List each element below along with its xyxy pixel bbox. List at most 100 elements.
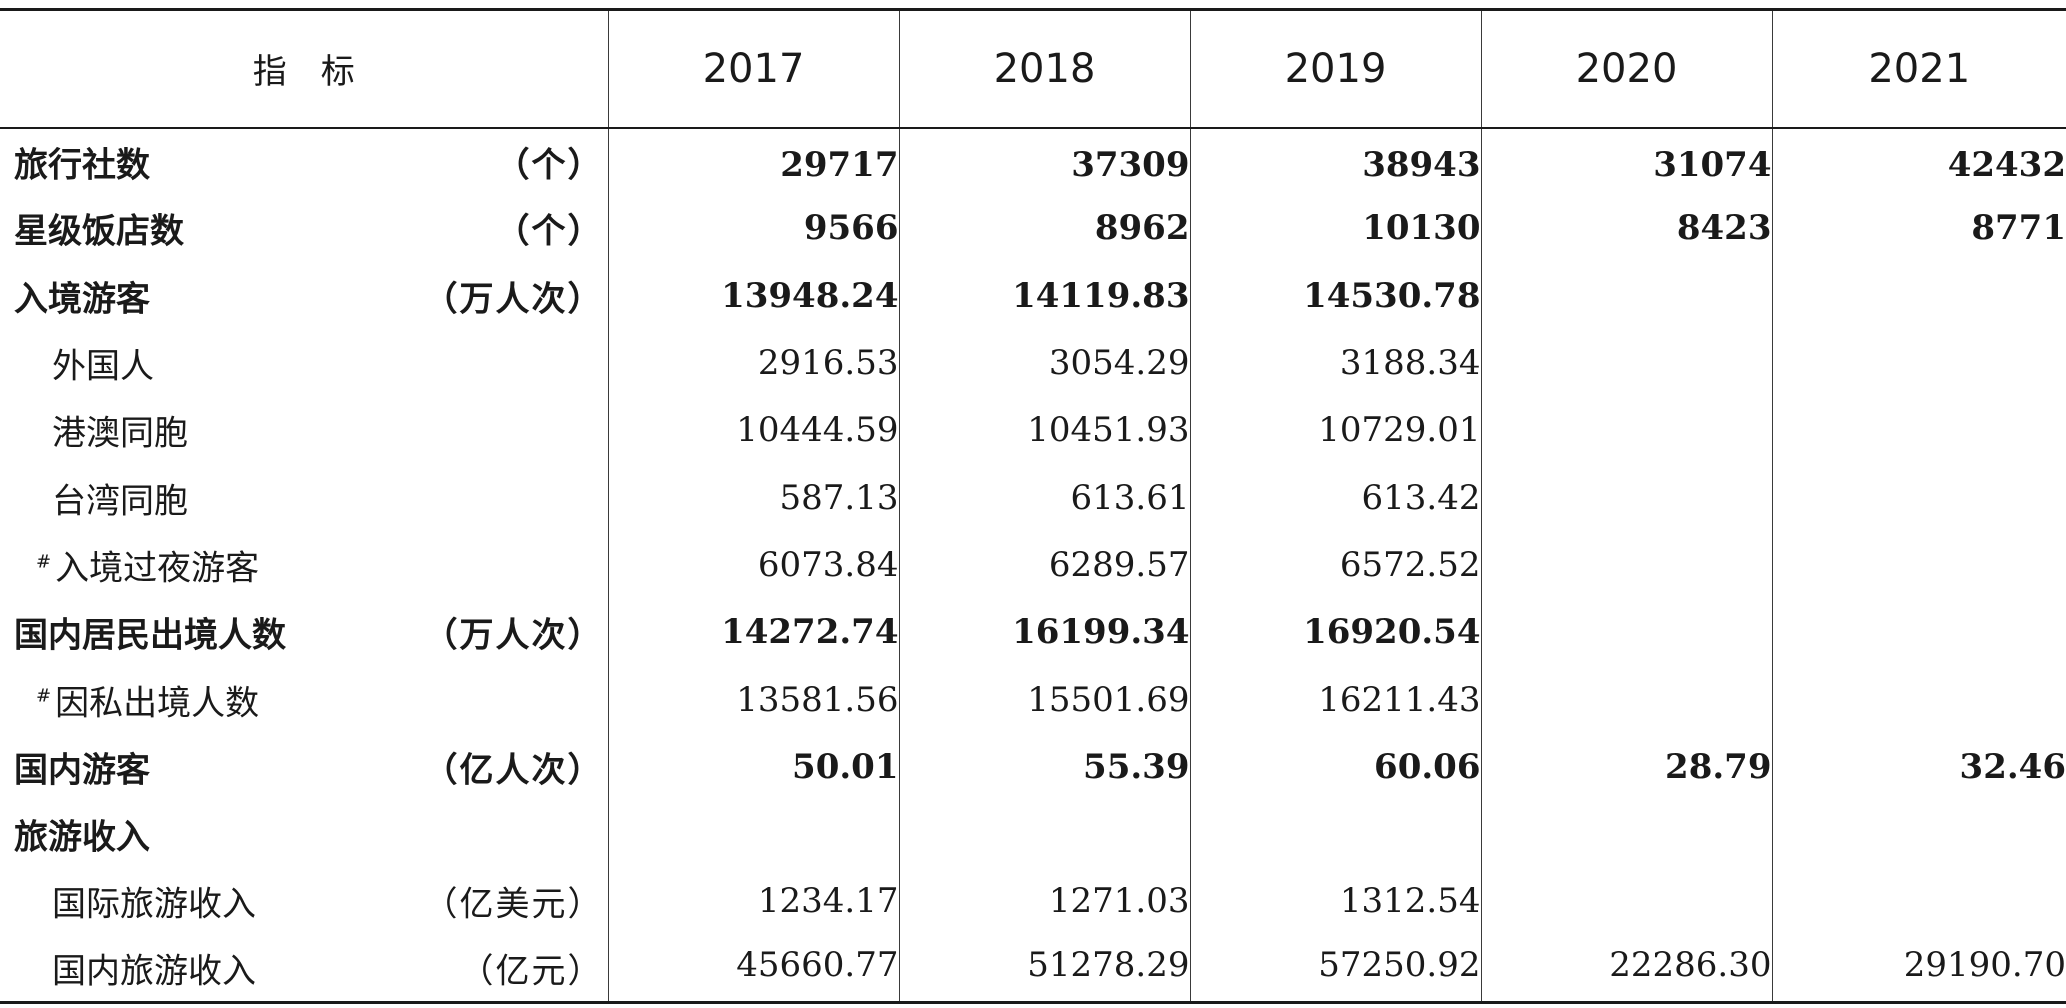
value-cell-2020 — [1480, 598, 1772, 666]
value-cell-2018: 14119.83 — [898, 262, 1190, 330]
value-cell-2021 — [1771, 329, 2066, 397]
header-year-2021: 2021 — [1771, 8, 2066, 129]
indicator-name-wrap: 港澳同胞 — [52, 406, 188, 455]
value-cell-2017: 1234.17 — [607, 867, 899, 936]
table-row: 旅游收入 — [0, 800, 2066, 868]
indicator-name-wrap: 国际旅游收入 — [52, 877, 256, 926]
value-cell-2017 — [607, 800, 899, 868]
header-year-2020: 2020 — [1480, 8, 1772, 129]
value-cell-2020 — [1480, 262, 1772, 330]
value-cell-2018: 3054.29 — [898, 329, 1190, 397]
indicator-name: 外国人 — [52, 346, 154, 387]
table-row: 入境游客 （万人次） 13948.24 14119.83 14530.78 — [0, 262, 2066, 330]
table-row: 外国人 2916.53 3054.29 3188.34 — [0, 329, 2066, 397]
subset-mark: # — [36, 685, 52, 707]
value-cell-2018: 15501.69 — [898, 665, 1190, 734]
table-row: 星级饭店数 （个） 9566 8962 10130 8423 8771 — [0, 194, 2066, 263]
table-row: # 入境过夜游客 6073.84 6289.57 6572.52 — [0, 531, 2066, 599]
indicator-name-wrap: # 入境过夜游客 — [36, 540, 259, 589]
value-cell-2018: 51278.29 — [898, 935, 1190, 1004]
value-cell-2018: 10451.93 — [898, 396, 1190, 464]
value-cell-2020: 28.79 — [1480, 733, 1772, 801]
value-cell-2019: 10130 — [1189, 194, 1481, 263]
table-body: 旅行社数 （个） 29717 37309 38943 31074 42432 星级饭店数 （个）… — [0, 127, 2066, 1004]
value-cell-2017: 14272.74 — [607, 598, 899, 666]
table-row: 国内旅游收入 （亿元） 45660.77 51278.29 57250.92 22286.… — [0, 935, 2066, 1004]
value-cell-2020 — [1480, 531, 1772, 599]
header-year-2017: 2017 — [607, 8, 899, 129]
indicator-cell: 国际旅游收入 （亿美元） — [0, 868, 608, 935]
value-cell-2019: 10729.01 — [1189, 396, 1481, 464]
value-cell-2021: 32.46 — [1771, 733, 2066, 801]
table-row: 港澳同胞 10444.59 10451.93 10729.01 — [0, 396, 2066, 464]
value-cell-2021 — [1771, 800, 2066, 868]
indicator-cell: 国内旅游收入 （亿元） — [0, 935, 608, 1004]
indicator-cell: 旅游收入 — [0, 800, 608, 867]
value-cell-2020: 31074 — [1480, 127, 1772, 195]
value-cell-2017: 9566 — [607, 194, 899, 263]
value-cell-2020: 22286.30 — [1480, 935, 1772, 1004]
value-cell-2018: 6289.57 — [898, 531, 1190, 599]
table-row: 国内游客 （亿人次） 50.01 55.39 60.06 28.79 32.46 — [0, 733, 2066, 801]
value-cell-2020 — [1480, 800, 1772, 868]
value-cell-2017: 50.01 — [607, 733, 899, 801]
indicator-unit: （个） — [495, 211, 604, 252]
value-cell-2017: 6073.84 — [607, 531, 899, 599]
indicator-name: 国际旅游收入 — [52, 884, 256, 925]
indicator-name-wrap: 外国人 — [52, 339, 154, 388]
subset-mark: # — [36, 551, 52, 573]
value-cell-2017: 29717 — [607, 127, 899, 195]
value-cell-2021 — [1771, 665, 2066, 734]
indicator-name: 港澳同胞 — [52, 413, 188, 454]
value-cell-2017: 2916.53 — [607, 329, 899, 397]
value-cell-2018: 37309 — [898, 127, 1190, 195]
tourism-statistics-table: 指标 2017 2018 2019 2020 2021 旅行社数 （个） 29717… — [0, 8, 2066, 1004]
value-cell-2018: 55.39 — [898, 733, 1190, 801]
value-cell-2017: 13581.56 — [607, 665, 899, 734]
value-cell-2021: 29190.70 — [1771, 935, 2066, 1004]
value-cell-2019: 3188.34 — [1189, 329, 1481, 397]
value-cell-2021 — [1771, 867, 2066, 936]
indicator-name: 台湾同胞 — [52, 481, 188, 522]
value-cell-2019: 613.42 — [1189, 463, 1481, 532]
value-cell-2018: 613.61 — [898, 463, 1190, 532]
indicator-name: 旅游收入 — [14, 817, 150, 858]
indicator-name-wrap: 入境游客 — [14, 271, 150, 320]
value-cell-2019 — [1189, 800, 1481, 868]
indicator-unit: （万人次） — [423, 279, 604, 320]
indicator-unit: （个） — [495, 145, 604, 186]
indicator-name: 国内游客 — [14, 750, 150, 791]
value-cell-2019: 57250.92 — [1189, 935, 1481, 1004]
value-cell-2019: 14530.78 — [1189, 262, 1481, 330]
header-year-2019: 2019 — [1189, 8, 1481, 129]
indicator-cell: 港澳同胞 — [0, 397, 608, 464]
indicator-cell: 国内居民出境人数 （万人次） — [0, 599, 608, 666]
value-cell-2018 — [898, 800, 1190, 868]
indicator-name: 国内旅游收入 — [52, 951, 256, 992]
value-cell-2018: 1271.03 — [898, 867, 1190, 936]
value-cell-2021: 8771 — [1771, 194, 2066, 263]
indicator-cell: # 入境过夜游客 — [0, 531, 608, 598]
indicator-unit: （万人次） — [423, 615, 604, 656]
indicator-name-wrap: 星级饭店数 — [14, 204, 184, 253]
indicator-cell: # 因私出境人数 — [0, 666, 608, 733]
indicator-name: 入境游客 — [14, 279, 150, 320]
indicator-name: 星级饭店数 — [14, 211, 184, 252]
table-row: # 因私出境人数 13581.56 15501.69 16211.43 — [0, 665, 2066, 734]
value-cell-2019: 38943 — [1189, 127, 1481, 195]
indicator-cell: 国内游客 （亿人次） — [0, 733, 608, 800]
value-cell-2021 — [1771, 463, 2066, 532]
indicator-cell: 台湾同胞 — [0, 464, 608, 531]
indicator-unit: （亿元） — [459, 951, 604, 992]
indicator-unit: （亿美元） — [423, 884, 604, 925]
indicator-unit: （亿人次） — [423, 750, 604, 791]
header-row: 指标 2017 2018 2019 2020 2021 — [0, 8, 2066, 129]
value-cell-2021 — [1771, 531, 2066, 599]
indicator-name: 国内居民出境人数 — [14, 615, 286, 656]
indicator-cell: 入境游客 （万人次） — [0, 262, 608, 329]
indicator-name-wrap: 国内旅游收入 — [52, 943, 256, 992]
value-cell-2018: 8962 — [898, 194, 1190, 263]
table-row: 国际旅游收入 （亿美元） 1234.17 1271.03 1312.54 — [0, 867, 2066, 936]
value-cell-2018: 16199.34 — [898, 598, 1190, 666]
value-cell-2019: 6572.52 — [1189, 531, 1481, 599]
